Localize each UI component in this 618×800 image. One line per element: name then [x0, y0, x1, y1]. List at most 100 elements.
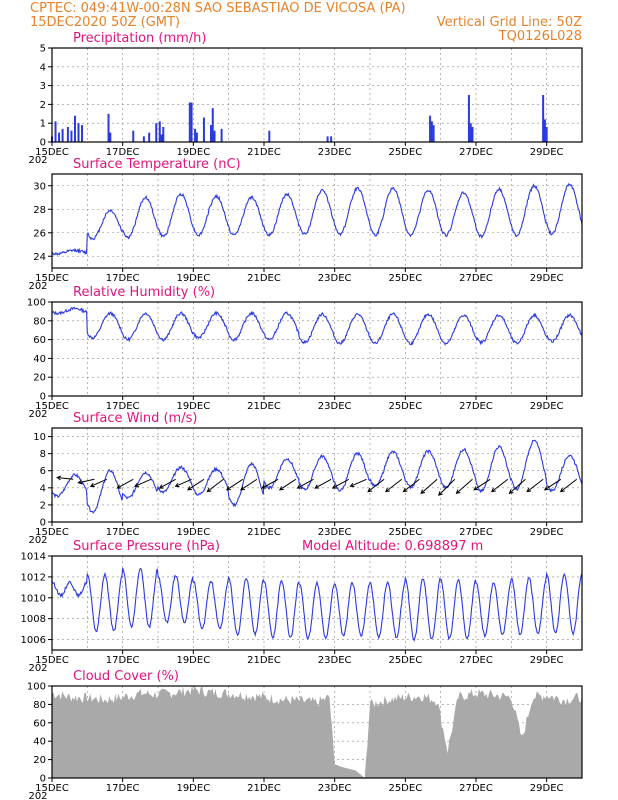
x-tick-label: 23DEC — [318, 401, 352, 412]
wind-vector-head — [133, 482, 139, 488]
init-time: 15DEC2020 50Z (GMT) — [30, 15, 181, 30]
x-tick-label: 27DEC — [459, 401, 493, 412]
precip-bar — [542, 95, 545, 142]
precip-bar — [469, 123, 472, 142]
wind-vector — [175, 478, 192, 487]
precip-bar — [220, 128, 223, 142]
x-tick-label: 19DEC — [176, 655, 210, 666]
wind-vector — [456, 478, 473, 494]
y-tick-label: 4 — [40, 62, 46, 73]
precip-bar — [213, 130, 216, 142]
precip-bar — [210, 125, 212, 142]
station-title: CPTEC: 049:41W-00:28N SAO SEBASTIAO DE V… — [30, 1, 406, 16]
y-tick-label: 0 — [40, 774, 46, 785]
wind-vector-head — [240, 486, 245, 491]
wind-vector-head — [559, 487, 565, 493]
wind-vector-head — [77, 479, 83, 485]
series-line — [51, 439, 583, 514]
wind-vector — [57, 477, 74, 480]
y-tick-label: 0 — [40, 138, 46, 149]
y-tick-label: 5 — [40, 44, 46, 55]
panel-title: Surface Pressure (hPa) — [73, 539, 220, 554]
wind-vector-head — [349, 482, 355, 488]
precip-bar — [158, 121, 161, 142]
x-tick-label: 27DEC — [459, 273, 493, 284]
wind-vector-head — [384, 487, 390, 493]
wind-vector — [544, 478, 562, 491]
panel-frame — [51, 173, 583, 269]
x-tick-label: 17DEC — [106, 147, 140, 158]
x-tick-label: 29DEC — [530, 401, 564, 412]
x-tick-label: 21DEC — [247, 147, 281, 158]
wind-vector — [279, 478, 297, 491]
wind-vector — [226, 478, 244, 491]
x-tick-label: 27DEC — [459, 147, 493, 158]
precip-bar — [429, 115, 432, 142]
y-tick-label: 4 — [40, 483, 46, 494]
precip-bar — [471, 126, 474, 142]
precip-bar — [467, 95, 470, 142]
x-tick-label: 23DEC — [318, 783, 352, 794]
wind-vector — [134, 478, 152, 487]
cloud-cover-area — [52, 686, 582, 778]
x-tick-label: 15DEC — [35, 273, 69, 284]
y-tick-label: 100 — [27, 298, 46, 309]
panel-annotation: Model Altitude: 0.698897 m — [302, 539, 483, 554]
y-tick-label: 3 — [40, 81, 46, 92]
x-tick-label: 17DEC — [106, 783, 140, 794]
y-tick-label: 60 — [33, 718, 46, 729]
x-tick-label: 25DEC — [388, 655, 422, 666]
x-tick-label: 19DEC — [176, 783, 210, 794]
x-tick-label: 21DEC — [247, 401, 281, 412]
x-tick-label: 17DEC — [106, 401, 140, 412]
x-year-stub: 202 — [28, 155, 47, 166]
x-tick-label: 25DEC — [388, 273, 422, 284]
wind-vector — [491, 478, 509, 492]
precip-bar — [81, 125, 84, 142]
wind-vector-head — [402, 487, 408, 493]
y-tick-label: 0 — [40, 392, 46, 403]
x-tick-label: 17DEC — [106, 527, 140, 538]
wind-vector-head — [296, 484, 302, 489]
precip-bar — [188, 102, 191, 142]
wind-vector-head — [278, 486, 284, 491]
x-tick-label: 25DEC — [388, 783, 422, 794]
y-tick-label: 40 — [33, 354, 46, 365]
wind-vector-head — [225, 486, 231, 491]
wind-vector — [509, 478, 526, 494]
wind-vector — [403, 478, 420, 492]
x-tick-label: 29DEC — [530, 273, 564, 284]
precip-bar — [155, 123, 158, 142]
precip-bar — [330, 136, 333, 142]
precip-bar — [77, 123, 80, 142]
x-tick-label: 19DEC — [176, 273, 210, 284]
wind-vector-head — [331, 484, 337, 489]
wind-vector-head — [508, 489, 514, 495]
x-year-stub: 202 — [28, 791, 47, 800]
wind-vector-head — [174, 482, 180, 488]
x-tick-label: 25DEC — [388, 527, 422, 538]
precip-bar — [109, 132, 112, 142]
x-tick-label: 19DEC — [176, 527, 210, 538]
precip-bar — [54, 121, 57, 142]
y-tick-label: 1006 — [21, 635, 46, 646]
y-tick-label: 6 — [40, 466, 46, 477]
precip-bar — [107, 113, 110, 142]
precip-bar — [160, 134, 163, 142]
precip-bar — [148, 132, 151, 142]
y-tick-label: 1 — [40, 119, 46, 130]
precip-bar — [61, 128, 64, 142]
y-tick-label: 20 — [33, 755, 46, 766]
wind-vector-head — [490, 487, 496, 493]
x-tick-label: 23DEC — [318, 273, 352, 284]
wind-vector — [78, 478, 95, 484]
y-tick-label: 8 — [40, 449, 46, 460]
y-tick-label: 20 — [33, 373, 46, 384]
precip-bar — [190, 102, 193, 142]
panel-frame — [51, 301, 583, 397]
wind-vector-head — [158, 484, 164, 489]
wind-vector — [420, 478, 438, 494]
precip-bar — [73, 115, 76, 142]
precip-bar — [430, 121, 433, 142]
x-tick-label: 27DEC — [459, 783, 493, 794]
